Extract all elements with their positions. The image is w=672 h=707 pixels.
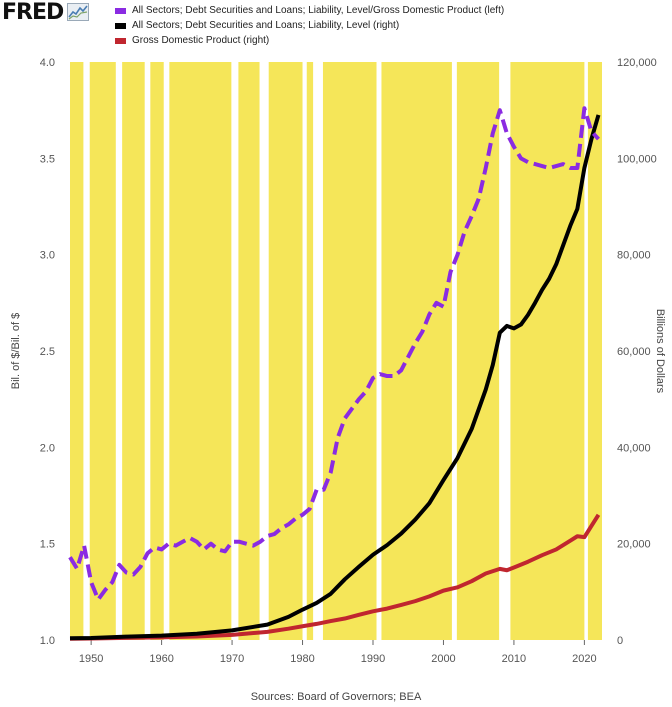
legend-item: All Sectors; Debt Securities and Loans; … (115, 3, 504, 18)
right-tick-label: 0 (617, 635, 623, 647)
left-axis-title: Bil. of $/Bil. of $ (10, 313, 22, 389)
left-tick-label: 1.0 (40, 635, 55, 647)
background-band (150, 62, 164, 640)
x-tick-label: 2000 (431, 653, 455, 665)
right-tick-label: 80,000 (617, 250, 651, 262)
right-tick-label: 120,000 (617, 57, 657, 69)
left-tick-label: 3.0 (40, 250, 55, 262)
background-band (381, 62, 452, 640)
left-tick-label: 2.0 (40, 442, 55, 454)
background-band (238, 62, 260, 640)
background-band (322, 62, 377, 640)
right-tick-label: 60,000 (617, 346, 651, 358)
right-axis-title: Billions of Dollars (654, 309, 666, 394)
x-tick-label: 1970 (220, 653, 244, 665)
x-tick-label: 1960 (149, 653, 173, 665)
legend-label: All Sectors; Debt Securities and Loans; … (132, 20, 400, 31)
right-tick-label: 100,000 (617, 153, 657, 165)
background-band (587, 62, 602, 640)
legend-swatch (115, 37, 126, 44)
series-line-debt-level (69, 114, 601, 641)
left-tick-label: 1.5 (40, 539, 55, 551)
legend-label: Gross Domestic Product (right) (132, 35, 270, 46)
fred-sparkline-icon (67, 3, 90, 21)
legend-item: Gross Domestic Product (right) (115, 33, 504, 48)
right-tick-label: 20,000 (617, 539, 651, 551)
series-line-debt-gdp-ratio (68, 106, 600, 602)
x-tick-label: 2010 (502, 653, 526, 665)
background-band (122, 62, 145, 640)
left-tick-label: 3.5 (40, 153, 55, 165)
legend-item: All Sectors; Debt Securities and Loans; … (115, 18, 504, 33)
background-band (169, 62, 232, 640)
legend-swatch (115, 7, 126, 14)
background-band (306, 62, 314, 640)
right-tick-label: 40,000 (617, 442, 651, 454)
legend-swatch (115, 22, 126, 29)
chart-legend: All Sectors; Debt Securities and Loans; … (115, 3, 504, 48)
left-tick-label: 2.5 (40, 346, 55, 358)
x-tick-label: 2020 (572, 653, 596, 665)
brand-name: FRED (2, 0, 64, 25)
x-tick-label: 1990 (361, 653, 385, 665)
background-band (456, 62, 500, 640)
background-band (70, 62, 84, 640)
source-note: Sources: Board of Governors; BEA (250, 691, 422, 703)
background-band (268, 62, 303, 640)
legend-label: All Sectors; Debt Securities and Loans; … (132, 5, 505, 16)
x-tick-label: 1980 (290, 653, 314, 665)
left-tick-label: 4.0 (40, 57, 55, 69)
fred-logo[interactable]: FRED (2, 0, 90, 25)
x-tick-label: 1950 (79, 653, 103, 665)
series-line-gdp (69, 513, 601, 641)
background-band (89, 62, 116, 640)
